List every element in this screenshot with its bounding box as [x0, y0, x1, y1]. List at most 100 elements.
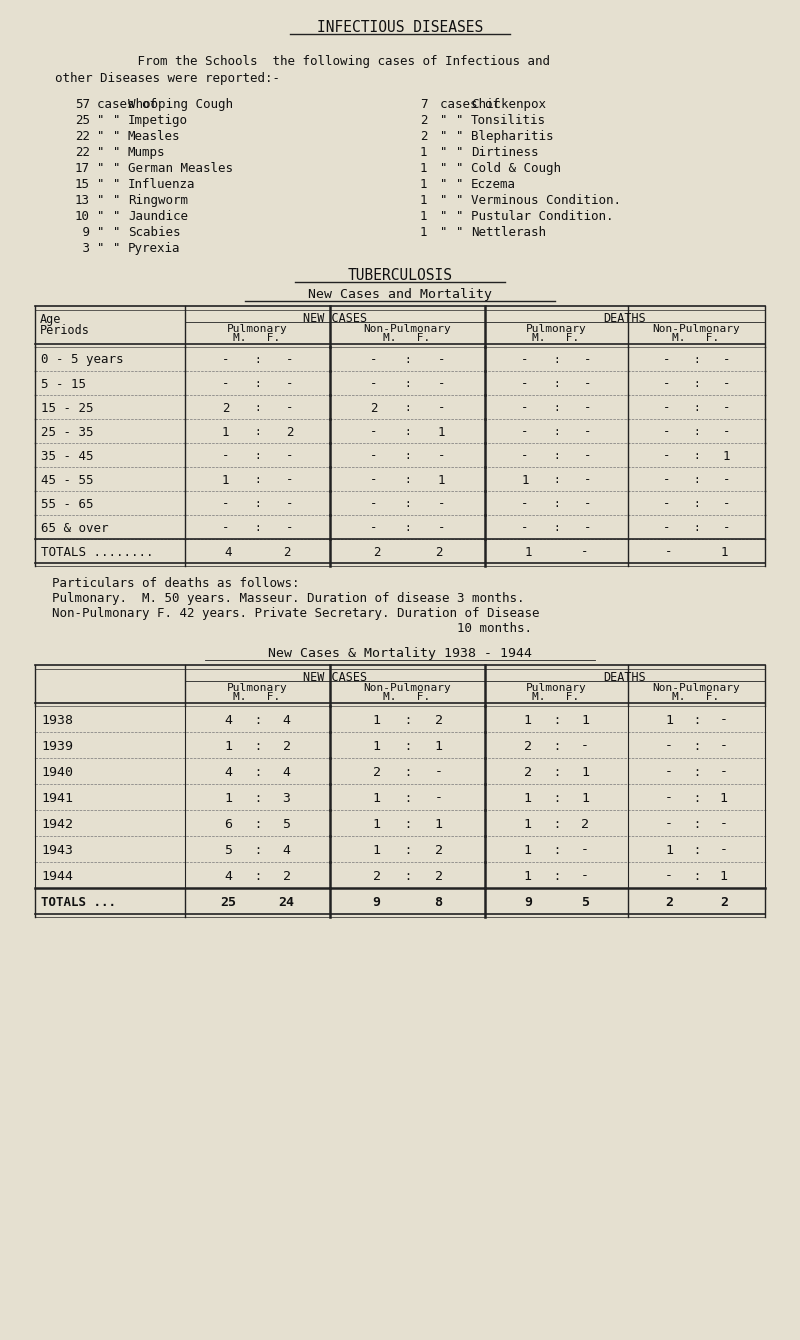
Text: ": " [97, 146, 105, 159]
Text: -: - [222, 497, 230, 511]
Text: Non-Pulmonary F. 42 years. Private Secretary. Duration of Disease: Non-Pulmonary F. 42 years. Private Secre… [52, 607, 539, 620]
Text: 1944: 1944 [41, 870, 73, 883]
Text: 1: 1 [522, 473, 529, 486]
Text: ": " [113, 243, 121, 255]
Text: :: : [553, 355, 560, 364]
Text: 1: 1 [581, 713, 589, 726]
Text: -: - [665, 817, 673, 831]
Text: -: - [665, 870, 673, 883]
Text: 35 - 45: 35 - 45 [41, 449, 94, 462]
Text: 9: 9 [373, 895, 381, 909]
Text: M.   F.: M. F. [672, 334, 720, 343]
Text: -: - [584, 497, 592, 511]
Text: ": " [456, 178, 463, 192]
Text: ": " [113, 178, 121, 192]
Text: INFECTIOUS DISEASES: INFECTIOUS DISEASES [317, 20, 483, 35]
Text: M.   F.: M. F. [532, 691, 580, 702]
Text: 57: 57 [75, 98, 90, 111]
Text: 4: 4 [282, 713, 290, 726]
Text: :: : [404, 817, 411, 831]
Text: 1: 1 [373, 713, 381, 726]
Text: :: : [254, 403, 261, 413]
Text: 2: 2 [373, 765, 381, 779]
Text: Pulmonary: Pulmonary [226, 683, 287, 693]
Text: :: : [404, 355, 411, 364]
Text: ": " [97, 130, 105, 143]
Text: 2: 2 [434, 843, 442, 856]
Text: Pustular Condition.: Pustular Condition. [471, 210, 614, 222]
Text: 1: 1 [420, 146, 427, 159]
Text: 65 & over: 65 & over [41, 521, 109, 535]
Text: ": " [440, 226, 447, 239]
Text: :: : [553, 740, 560, 753]
Text: cases of: cases of [97, 98, 157, 111]
Text: ": " [440, 114, 447, 127]
Text: -: - [584, 402, 592, 414]
Text: -: - [370, 449, 377, 462]
Text: 1: 1 [438, 473, 446, 486]
Text: cases of: cases of [440, 98, 500, 111]
Text: 1939: 1939 [41, 740, 73, 753]
Text: :: : [553, 792, 560, 804]
Text: :: : [404, 379, 411, 389]
Text: 17: 17 [75, 162, 90, 176]
Text: other Diseases were reported:-: other Diseases were reported:- [55, 72, 280, 84]
Text: :: : [404, 843, 411, 856]
Text: -: - [522, 449, 529, 462]
Text: 5: 5 [581, 895, 589, 909]
Text: -: - [438, 521, 446, 535]
Text: ": " [456, 146, 463, 159]
Text: 1: 1 [524, 817, 532, 831]
Text: 1: 1 [434, 817, 442, 831]
Text: 2: 2 [524, 765, 532, 779]
Text: :: : [693, 817, 700, 831]
Text: 9: 9 [524, 895, 532, 909]
Text: -: - [723, 497, 730, 511]
Text: 15: 15 [75, 178, 90, 192]
Text: :: : [553, 403, 560, 413]
Text: 10 months.: 10 months. [52, 622, 532, 635]
Text: ": " [97, 210, 105, 222]
Text: Pulmonary.  M. 50 years. Masseur. Duration of disease 3 months.: Pulmonary. M. 50 years. Masseur. Duratio… [52, 592, 525, 604]
Text: -: - [584, 426, 592, 438]
Text: -: - [581, 740, 589, 753]
Text: -: - [584, 354, 592, 367]
Text: :: : [553, 452, 560, 461]
Text: :: : [254, 355, 261, 364]
Text: 1: 1 [225, 792, 233, 804]
Text: :: : [553, 817, 560, 831]
Text: ": " [97, 114, 105, 127]
Text: -: - [370, 473, 377, 486]
Text: ": " [440, 146, 447, 159]
Text: ": " [113, 146, 121, 159]
Text: 2: 2 [420, 114, 427, 127]
Text: :: : [254, 379, 261, 389]
Text: 5 - 15: 5 - 15 [41, 378, 86, 390]
Text: ": " [113, 130, 121, 143]
Text: -: - [584, 521, 592, 535]
Text: -: - [286, 354, 293, 367]
Text: Age: Age [40, 314, 62, 326]
Text: :: : [254, 474, 261, 485]
Text: 8: 8 [434, 895, 442, 909]
Text: -: - [662, 473, 670, 486]
Text: 4: 4 [282, 765, 290, 779]
Text: ": " [113, 194, 121, 206]
Text: 1: 1 [420, 162, 427, 176]
Text: 4: 4 [225, 713, 233, 726]
Text: -: - [522, 354, 529, 367]
Text: -: - [370, 354, 377, 367]
Text: :: : [404, 474, 411, 485]
Text: 2: 2 [434, 545, 442, 559]
Text: DEATHS: DEATHS [604, 312, 646, 326]
Text: -: - [370, 497, 377, 511]
Text: ": " [113, 114, 121, 127]
Text: :: : [254, 498, 261, 509]
Text: -: - [286, 378, 293, 390]
Text: -: - [720, 843, 728, 856]
Text: -: - [222, 449, 230, 462]
Text: TOTALS ........: TOTALS ........ [41, 545, 154, 559]
Text: 2: 2 [282, 740, 290, 753]
Text: ": " [456, 114, 463, 127]
Text: -: - [584, 378, 592, 390]
